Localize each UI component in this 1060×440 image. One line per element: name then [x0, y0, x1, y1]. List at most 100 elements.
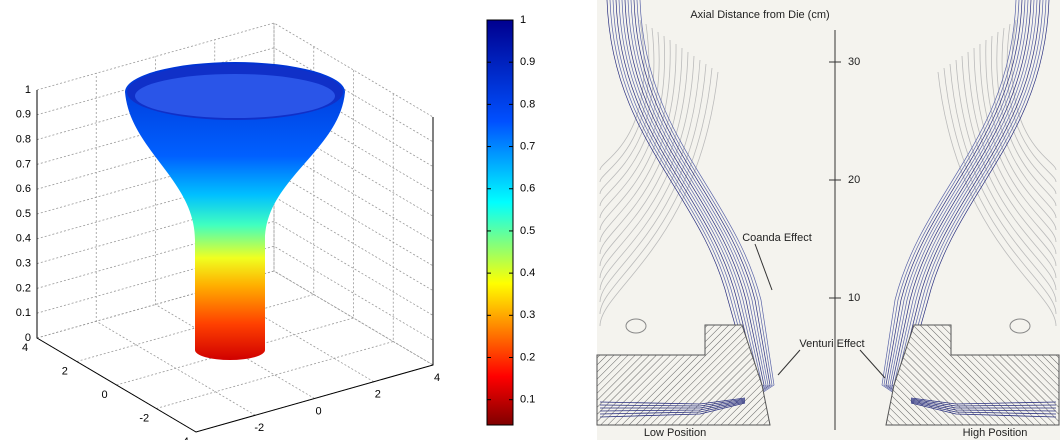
contour-line	[599, 51, 689, 267]
contour-line	[599, 71, 719, 327]
z-tick-label: 0.4	[16, 233, 31, 245]
stream-line	[910, 397, 1057, 405]
z-tick-label: 0.9	[16, 109, 31, 121]
axis-edge	[36, 90, 434, 433]
stream-line	[621, 0, 763, 404]
z-tick-label: 0.1	[16, 307, 31, 319]
contour-line	[973, 47, 1057, 255]
x-tick-label: -2	[254, 422, 264, 434]
contour-line	[1011, 19, 1057, 171]
stream-line	[883, 0, 1020, 409]
contour-line	[979, 43, 1057, 243]
axis-tick-label: 10	[848, 292, 860, 304]
contour-line	[599, 39, 671, 231]
stream-line	[630, 0, 769, 407]
y-tick-label: 2	[62, 365, 68, 377]
contour-line	[949, 63, 1057, 303]
stream-line	[885, 0, 1023, 408]
contour-line	[625, 318, 647, 334]
die-block	[596, 324, 771, 426]
contour-line	[599, 31, 660, 207]
contour-line	[599, 59, 701, 291]
contour-line	[967, 51, 1057, 267]
z-tick-label: 0	[25, 332, 31, 344]
annotation: Coanda Effect	[742, 232, 812, 244]
stream-line	[893, 0, 1035, 404]
colorbar-tick-label: 0.5	[520, 225, 535, 237]
colorbar-tick-label: 0.2	[520, 351, 535, 363]
grid-line	[36, 171, 434, 267]
z-tick-label: 0.7	[16, 158, 31, 170]
contour-line	[1001, 27, 1057, 195]
y-tick-label: 4	[22, 342, 28, 354]
contour-line	[599, 47, 683, 255]
x-tick-label: 0	[315, 405, 321, 417]
z-tick-label: 0.5	[16, 208, 31, 220]
stream-line	[615, 0, 759, 402]
z-tick-label: 0.2	[16, 282, 31, 294]
contour-line	[937, 71, 1057, 327]
contour-line	[943, 67, 1057, 315]
grid-line	[273, 23, 434, 366]
axis-tick-label: 20	[848, 174, 860, 186]
stream-line	[903, 0, 1050, 399]
colorbar-tick-label: 0.9	[520, 56, 535, 68]
funnel-body	[125, 62, 345, 360]
stream-line	[599, 397, 746, 405]
stream-line	[910, 401, 1057, 415]
y-tick-label: 0	[101, 389, 107, 401]
grid-line	[36, 146, 434, 242]
stream-line	[599, 402, 746, 418]
stream-line	[910, 400, 1057, 412]
contour-line	[599, 63, 707, 303]
grid-line	[95, 73, 256, 416]
colorbar-tick-label: 1	[520, 14, 526, 26]
die-block	[885, 324, 1060, 426]
contour-line	[599, 23, 650, 183]
stream-line	[910, 399, 1056, 409]
stream-line	[609, 0, 755, 400]
contour-line	[1006, 23, 1057, 183]
stream-line	[600, 399, 746, 409]
stream-line	[887, 0, 1026, 407]
leader	[777, 349, 801, 376]
contour-line	[599, 55, 695, 279]
caption: Low Position	[644, 427, 706, 439]
x-tick-label: 2	[375, 389, 381, 401]
stream-line	[891, 0, 1032, 405]
stream-line	[901, 0, 1047, 400]
stream-line	[910, 402, 1057, 418]
grid-line	[36, 72, 434, 167]
colorbar-tick-label: 0.6	[520, 183, 535, 195]
z-tick-label: 0.3	[16, 258, 31, 270]
grid-line	[36, 96, 434, 192]
stream-line	[636, 0, 773, 409]
stream-line	[899, 0, 1044, 401]
contour-line	[1009, 318, 1031, 334]
stream-line	[627, 0, 767, 406]
stream-line	[606, 0, 753, 399]
caption: High Position	[963, 427, 1028, 439]
grid-line	[36, 121, 434, 217]
contour-line	[985, 39, 1057, 231]
annotation: Venturi Effect	[799, 338, 864, 350]
colorbar-tick-label: 0.3	[520, 309, 535, 321]
stream-line	[624, 0, 765, 405]
stream-line	[633, 0, 771, 408]
y-tick-label: -2	[139, 412, 149, 424]
contour-line	[961, 55, 1057, 279]
colorbar-tick-label: 0.8	[520, 98, 535, 110]
axis-label: Axial Distance from Die (cm)	[690, 9, 829, 21]
left-plume	[596, 0, 775, 426]
z-tick-label: 0.8	[16, 134, 31, 146]
stream-line	[599, 401, 746, 415]
grid-line	[36, 220, 434, 316]
stream-line	[881, 0, 1017, 410]
stream-line	[895, 0, 1038, 403]
grid-line	[155, 56, 315, 399]
contour-line	[996, 31, 1057, 207]
x-tick-label: -4	[195, 439, 205, 440]
stream-line	[612, 0, 757, 401]
z-tick-label: 1	[25, 84, 31, 96]
flow-figure: Axial Distance from Die (cm) Coanda Effe…	[596, 0, 1060, 440]
